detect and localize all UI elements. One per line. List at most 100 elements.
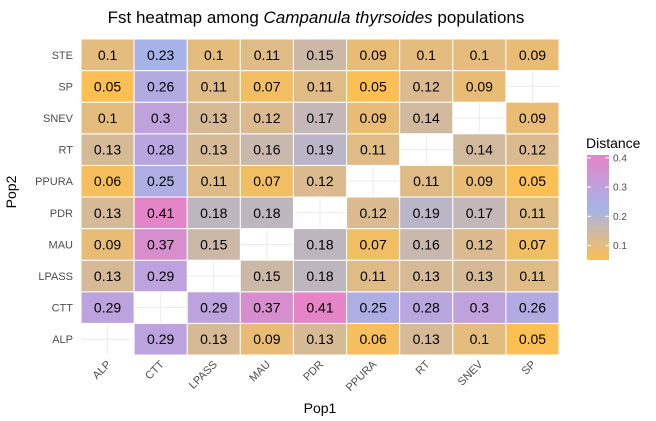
y-tick-label: ALP [52, 334, 73, 346]
cell-value-label: 0.09 [253, 331, 280, 347]
heatmap-cell [399, 164, 454, 198]
cell-value-label: 0.15 [306, 47, 333, 63]
y-tick-label: STE [52, 50, 73, 62]
cell-value-label: 0.11 [519, 268, 545, 284]
x-axis-title: Pop1 [304, 400, 337, 416]
legend-title: Distance [586, 135, 641, 151]
heatmap-cell [80, 133, 135, 166]
cell-value-label: 0.13 [200, 142, 227, 158]
heatmap-cell [346, 322, 401, 356]
heatmap-cells [80, 38, 560, 356]
heatmap-cell [186, 322, 241, 356]
heatmap-cell [452, 133, 507, 166]
chart-title-prefix: Fst heatmap among [108, 8, 264, 27]
heatmap-cell [133, 322, 188, 356]
cell-value-label: 0.26 [519, 300, 546, 316]
heatmap-cell [292, 322, 348, 356]
cell-value-label: 0.3 [470, 300, 490, 316]
cell-value-label: 0.1 [416, 47, 436, 63]
heatmap-cell [399, 38, 454, 72]
cell-value-label: 0.29 [200, 300, 227, 316]
cell-value-label: 0.18 [306, 268, 333, 284]
legend-tick-label: 0.3 [613, 183, 627, 194]
cell-value-label: 0.13 [94, 268, 121, 284]
cell-value-label: 0.09 [94, 236, 121, 252]
heatmap-cell [80, 38, 135, 72]
legend-tick-label: 0.1 [613, 241, 627, 252]
heatmap-cell [239, 291, 294, 324]
cell-value-label: 0.12 [253, 110, 280, 126]
heatmap-cell [186, 133, 241, 166]
heatmap-cell [505, 133, 560, 166]
heatmap-cell [505, 38, 560, 72]
x-tick-labels: ALP CTT LPASS MAU PDR PPURA RT SNEV SP [90, 358, 538, 394]
heatmap-cell [505, 291, 560, 324]
cell-value-label: 0.09 [359, 47, 386, 63]
chart-title-suffix: populations [433, 8, 525, 27]
cell-value-labels: 0.29 0.13 0.09 0.13 0.06 0.13 0.1 0.05 0.29 0.29 0… [94, 47, 546, 347]
y-tick-label: SNEV [43, 113, 74, 125]
cell-value-label: 0.11 [360, 268, 386, 284]
heatmap-cell [133, 133, 188, 166]
heatmap-cell [292, 259, 348, 293]
cell-value-label: 0.37 [253, 300, 280, 316]
y-tick-label: MAU [49, 239, 74, 251]
cell-value-label: 0.11 [254, 47, 280, 63]
cell-value-label: 0.12 [359, 205, 386, 221]
cell-value-label: 0.11 [360, 142, 386, 158]
heatmap-cell [346, 133, 401, 166]
heatmap-cell [505, 101, 560, 135]
cell-value-label: 0.18 [306, 236, 333, 252]
heatmap-cell [133, 228, 188, 261]
cell-value-label: 0.19 [306, 142, 333, 158]
cell-value-label: 0.11 [201, 78, 227, 94]
x-tick-label: LPASS [187, 359, 220, 392]
cell-value-label: 0.05 [94, 78, 121, 94]
x-tick-label: ALP [90, 359, 113, 382]
cell-value-label: 0.15 [253, 268, 280, 284]
heatmap-cell [186, 291, 241, 324]
cell-value-label: 0.13 [413, 268, 440, 284]
cell-value-label: 0.05 [359, 78, 386, 94]
heatmap-cell [239, 133, 294, 166]
cell-value-label: 0.16 [413, 236, 440, 252]
heatmap-cell [133, 259, 188, 293]
cell-value-label: 0.12 [519, 142, 546, 158]
cell-value-label: 0.13 [466, 268, 493, 284]
legend: Distance 0.1 0.2 0.3 0.4 [586, 135, 641, 260]
legend-colorbar [587, 155, 609, 260]
heatmap-cell [399, 101, 454, 135]
cell-value-label: 0.11 [307, 78, 333, 94]
cell-value-label: 0.12 [466, 236, 493, 252]
cell-value-label: 0.41 [306, 300, 333, 316]
cell-value-label: 0.37 [147, 236, 174, 252]
cell-value-label: 0.14 [466, 142, 493, 158]
x-tick-label: MAU [247, 359, 273, 385]
heatmap-cell [80, 70, 135, 103]
y-tick-label: SP [58, 81, 73, 93]
cell-value-label: 0.09 [466, 78, 493, 94]
heatmap-cell [186, 70, 241, 103]
heatmap-cell [505, 228, 560, 261]
cell-value-label: 0.29 [147, 331, 174, 347]
cell-value-label: 0.06 [359, 331, 386, 347]
cell-value-label: 0.25 [147, 173, 174, 189]
x-tick-label: SP [520, 359, 539, 378]
cell-value-label: 0.41 [147, 205, 174, 221]
cell-value-label: 0.11 [201, 173, 227, 189]
cell-value-label: 0.16 [253, 142, 280, 158]
cell-value-label: 0.12 [306, 173, 333, 189]
x-tick-label: PDR [301, 359, 326, 384]
heatmap-cell [239, 322, 294, 356]
cell-value-label: 0.09 [519, 110, 546, 126]
cell-value-label: 0.17 [466, 205, 493, 221]
heatmap-cell [80, 228, 135, 261]
cell-value-label: 0.18 [253, 205, 280, 221]
cell-value-label: 0.09 [359, 110, 386, 126]
cell-value-label: 0.17 [306, 110, 333, 126]
cell-value-label: 0.1 [470, 47, 490, 63]
legend-tick-label: 0.4 [613, 153, 627, 164]
x-tick-label: RT [414, 358, 433, 377]
heatmap-cell [186, 196, 241, 230]
x-tick-label: CTT [143, 358, 167, 382]
